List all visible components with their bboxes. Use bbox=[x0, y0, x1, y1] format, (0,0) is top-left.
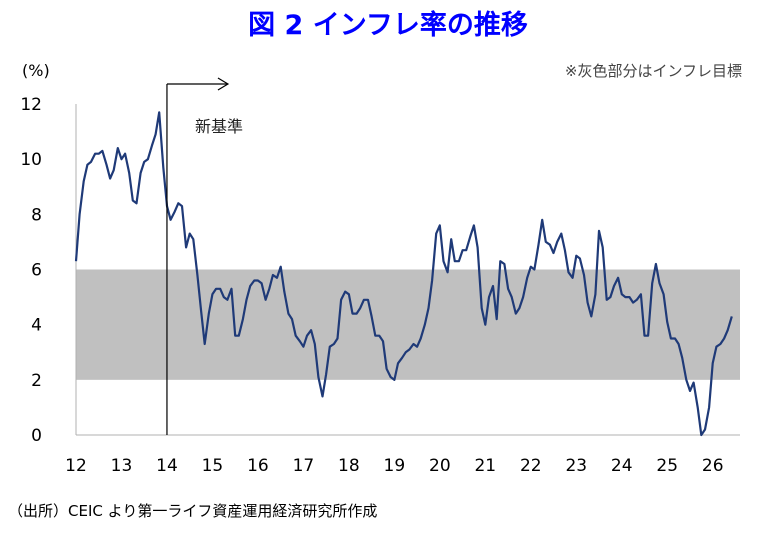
x-tick-label: 13 bbox=[111, 456, 133, 476]
arrowhead-icon bbox=[217, 77, 230, 91]
x-tick-label: 21 bbox=[474, 456, 496, 476]
x-axis-ticks: 12 13 14 15 16 17 18 19 20 21 22 23 24 25 26 bbox=[65, 456, 723, 476]
y-tick-label: 12 bbox=[20, 95, 42, 115]
x-tick-label: 19 bbox=[384, 456, 406, 476]
x-tick-label: 15 bbox=[202, 456, 224, 476]
x-tick-label: 24 bbox=[611, 456, 633, 476]
x-tick-label: 23 bbox=[565, 456, 587, 476]
y-tick-label: 6 bbox=[31, 261, 42, 281]
x-tick-label: 26 bbox=[702, 456, 724, 476]
y-tick-label: 2 bbox=[31, 371, 42, 391]
x-tick-label: 25 bbox=[656, 456, 678, 476]
x-tick-label: 18 bbox=[338, 456, 360, 476]
x-tick-label: 12 bbox=[65, 456, 87, 476]
new-standard-label: 新基準 bbox=[195, 117, 243, 136]
source-note: （出所）CEIC より第一ライフ資産運用経済研究所作成 bbox=[8, 502, 377, 520]
y-axis-ticks: 0 2 4 6 8 10 12 bbox=[20, 95, 42, 446]
x-tick-label: 20 bbox=[429, 456, 451, 476]
inflation-series-line bbox=[74, 111, 733, 437]
y-tick-label: 10 bbox=[20, 150, 42, 170]
x-tick-label: 22 bbox=[520, 456, 542, 476]
y-tick-label: 0 bbox=[31, 426, 42, 446]
x-tick-label: 16 bbox=[247, 456, 269, 476]
chart-title: 図 2 インフレ率の推移 bbox=[248, 9, 528, 41]
x-tick-label: 17 bbox=[293, 456, 315, 476]
target-band-note: ※灰色部分はインフレ目標 bbox=[565, 62, 742, 80]
x-tick-label: 14 bbox=[156, 456, 178, 476]
y-axis-unit: (%) bbox=[22, 61, 50, 80]
y-tick-label: 4 bbox=[31, 316, 42, 336]
inflation-target-band bbox=[76, 269, 740, 380]
y-tick-label: 8 bbox=[31, 205, 42, 225]
